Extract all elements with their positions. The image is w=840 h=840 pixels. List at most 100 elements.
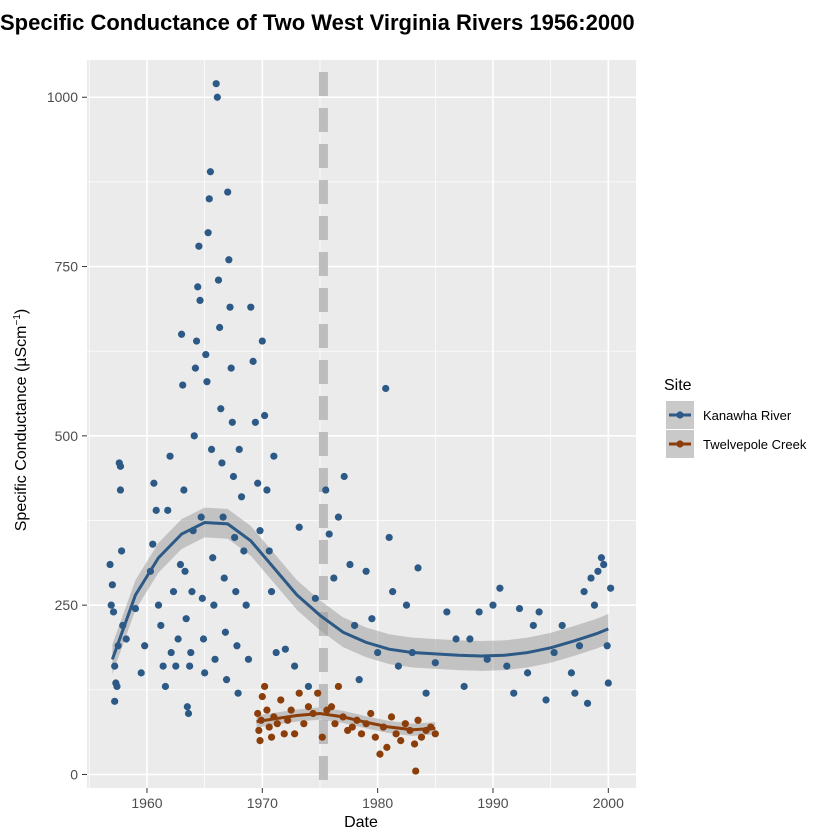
data-point: [107, 601, 115, 609]
data-point: [535, 608, 543, 616]
data-point: [174, 635, 182, 643]
data-point: [515, 604, 524, 613]
data-point: [263, 706, 271, 714]
data-point: [330, 574, 338, 582]
data-point: [219, 513, 227, 521]
data-point: [281, 645, 289, 653]
data-point: [529, 621, 537, 630]
data-point: [261, 682, 269, 691]
data-point: [184, 709, 193, 718]
data-point: [161, 682, 170, 691]
data-point: [475, 608, 483, 616]
data-point: [431, 659, 439, 667]
data-point: [157, 621, 165, 630]
data-point: [304, 703, 313, 711]
data-point: [362, 567, 370, 575]
data-point: [116, 462, 125, 470]
data-point: [280, 730, 288, 738]
chart-title: Specific Conductance of Two West Virgini…: [0, 10, 635, 35]
legend-items: Kanawha River Twelvepole Creek: [666, 401, 807, 458]
data-point: [607, 584, 615, 592]
data-point: [216, 323, 224, 332]
y-tick-label: 0: [70, 766, 78, 782]
data-point: [224, 188, 232, 196]
data-point: [567, 669, 576, 677]
data-point: [217, 405, 225, 413]
trend-line: [110, 521, 609, 660]
data-point: [227, 364, 235, 372]
y-tick-label: 250: [55, 597, 79, 613]
x-tick-label: 2000: [593, 795, 624, 811]
data-point: [558, 621, 566, 630]
data-point: [176, 560, 185, 569]
data-point: [600, 560, 608, 569]
legend: Site Kanawha River Twelvepole Creek: [664, 377, 807, 458]
data-point: [182, 615, 190, 623]
data-point: [186, 662, 194, 670]
y-tick-label: 1000: [47, 89, 78, 105]
data-point: [397, 736, 405, 745]
data-point: [334, 513, 343, 521]
x-tick-label: 1990: [477, 795, 508, 811]
data-point: [523, 669, 532, 677]
x-tick-label: 1980: [362, 795, 393, 811]
data-point: [460, 682, 468, 691]
data-point: [204, 229, 212, 237]
data-point: [267, 733, 276, 741]
data-point: [334, 682, 343, 691]
data-point: [179, 381, 187, 389]
data-point: [207, 445, 216, 453]
data-point: [225, 256, 233, 264]
data-point: [270, 452, 278, 460]
data-point: [489, 601, 497, 609]
data-point: [150, 479, 158, 487]
data-point: [575, 642, 584, 650]
data-point: [273, 720, 281, 728]
data-point: [322, 486, 330, 494]
data-point: [414, 716, 422, 724]
data-point: [164, 506, 172, 514]
data-point: [374, 648, 382, 657]
data-point: [318, 733, 326, 741]
data-point: [542, 696, 550, 704]
data-point: [311, 594, 319, 602]
data-point: [205, 195, 213, 203]
data-point: [414, 564, 422, 572]
data-point: [188, 588, 196, 596]
data-point: [389, 588, 397, 596]
data-point: [254, 709, 262, 718]
data-point: [113, 682, 121, 691]
data-points: [106, 80, 615, 775]
data-point: [394, 662, 403, 670]
data-point: [213, 93, 221, 101]
data-point: [196, 296, 204, 305]
x-tick-label: 1970: [247, 795, 278, 811]
data-point: [265, 723, 273, 731]
data-point: [141, 642, 149, 650]
x-tick-label: 1960: [131, 795, 162, 811]
grid-layer: [87, 60, 636, 788]
trend-line: [256, 711, 436, 732]
data-point: [231, 533, 239, 542]
data-point: [192, 337, 201, 345]
data-point: [571, 689, 579, 697]
data-point: [116, 486, 125, 494]
data-point: [371, 733, 379, 741]
data-point: [222, 676, 231, 684]
data-point: [590, 601, 599, 609]
data-point: [340, 472, 348, 481]
data-point: [304, 682, 313, 691]
data-point: [503, 662, 511, 670]
data-point: [206, 168, 215, 176]
data-point: [202, 350, 210, 359]
y-axis-title-main: Specific Conductance (µScm: [13, 325, 30, 531]
data-point: [190, 432, 198, 440]
data-point: [382, 384, 390, 393]
data-point: [263, 486, 271, 494]
legend-key-point: [676, 440, 684, 448]
data-point: [226, 303, 234, 311]
data-point: [187, 648, 195, 657]
x-axis-title: Date: [344, 814, 378, 831]
data-point: [234, 689, 242, 697]
